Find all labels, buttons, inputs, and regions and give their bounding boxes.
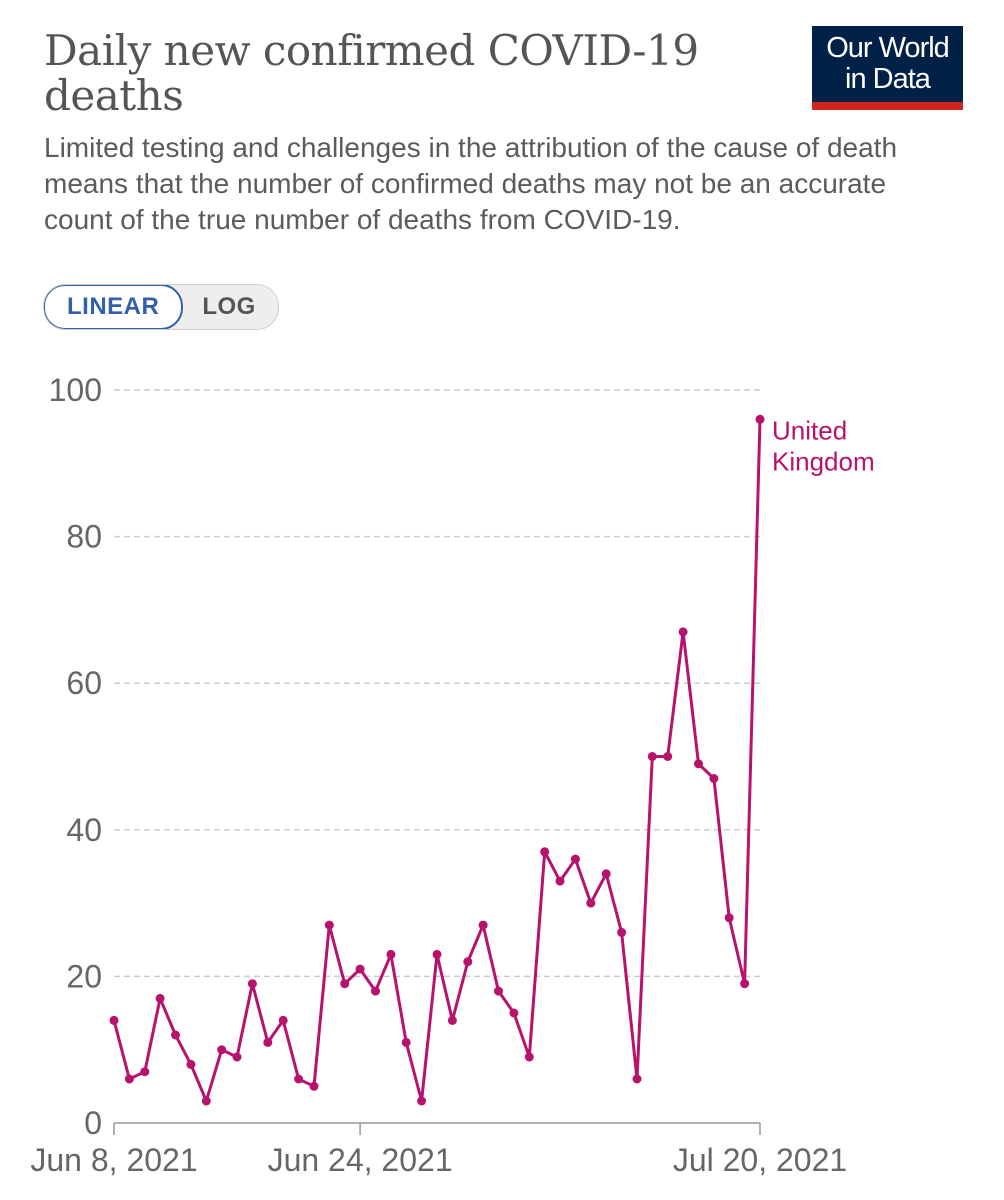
data-point-2021-06-19 [278,1015,288,1025]
data-point-2021-06-29 [432,949,442,959]
owid-logo[interactable]: Our World in Data [812,26,963,110]
data-point-2021-06-26 [386,949,396,959]
y-tick-label-100: 100 [49,372,102,408]
series-line-uk [112,419,762,1103]
data-point-2021-06-24 [355,964,365,974]
data-point-2021-06-20 [294,1074,304,1084]
data-point-2021-06-25 [371,986,380,996]
data-point-2021-06-14 [201,1096,211,1106]
data-point-2021-06-22 [324,920,334,930]
data-point-2021-07-16 [694,759,703,769]
y-tick-label-40: 40 [66,812,102,848]
data-point-2021-07-01 [463,957,473,967]
y-tick-label-60: 60 [66,665,102,701]
chart-subtitle: Limited testing and challenges in the at… [44,132,898,235]
data-point-2021-07-20 [755,414,765,424]
data-point-2021-07-15 [678,627,688,637]
y-tick-label-80: 80 [66,519,102,555]
data-point-2021-07-19 [740,979,750,989]
data-point-2021-06-18 [263,1037,273,1047]
data-point-2021-07-10 [601,869,611,879]
data-point-2021-06-15 [217,1045,227,1055]
data-point-2021-06-10 [140,1067,150,1077]
data-point-2021-06-13 [186,1059,196,1069]
y-tick-label-0: 0 [84,1105,102,1141]
data-point-2021-06-23 [340,979,350,989]
data-point-2021-07-06 [540,847,550,857]
data-point-2021-07-12 [632,1074,642,1084]
data-point-2021-07-08 [570,854,580,864]
data-point-2021-06-16 [232,1052,242,1062]
data-point-2021-06-09 [124,1074,134,1084]
data-point-2021-07-03 [494,986,503,996]
data-point-2021-07-09 [586,898,596,908]
logo-line-1: Our World [826,32,950,64]
linear-scale-button[interactable]: LINEAR [43,285,184,329]
x-tick-label-2: Jul 20, 2021 [673,1142,847,1178]
data-point-2021-06-27 [401,1037,411,1047]
data-point-2021-06-11 [155,993,165,1003]
log-scale-button[interactable]: LOG [202,293,256,320]
data-point-2021-06-30 [447,1015,457,1025]
logo-line-2: in Data [845,63,931,95]
series-label-line-1: United [772,415,847,445]
data-point-2021-07-02 [478,920,488,930]
data-point-2021-07-04 [509,1008,519,1018]
data-point-2021-06-08 [109,1015,119,1025]
data-point-2021-07-07 [555,876,565,886]
x-tick-label-0: Jun 8, 2021 [30,1142,197,1178]
data-point-2021-06-21 [309,1081,319,1091]
data-point-2021-06-28 [417,1096,427,1106]
y-tick-label-20: 20 [66,958,102,994]
data-point-2021-07-14 [663,752,673,761]
data-point-2021-07-13 [647,752,657,761]
x-tick-label-1: Jun 24, 2021 [268,1142,453,1178]
data-point-2021-07-05 [524,1052,534,1062]
data-point-2021-07-17 [709,774,719,783]
scale-toggle: LINEAR LOG [43,284,279,330]
data-point-2021-06-17 [247,979,257,989]
data-point-2021-07-11 [617,927,627,937]
chart-title: Daily new confirmed COVID-19 deaths [44,26,699,120]
data-point-2021-07-18 [724,913,734,923]
series-label-line-2: Kingdom [772,446,875,476]
data-point-2021-06-12 [171,1030,180,1040]
